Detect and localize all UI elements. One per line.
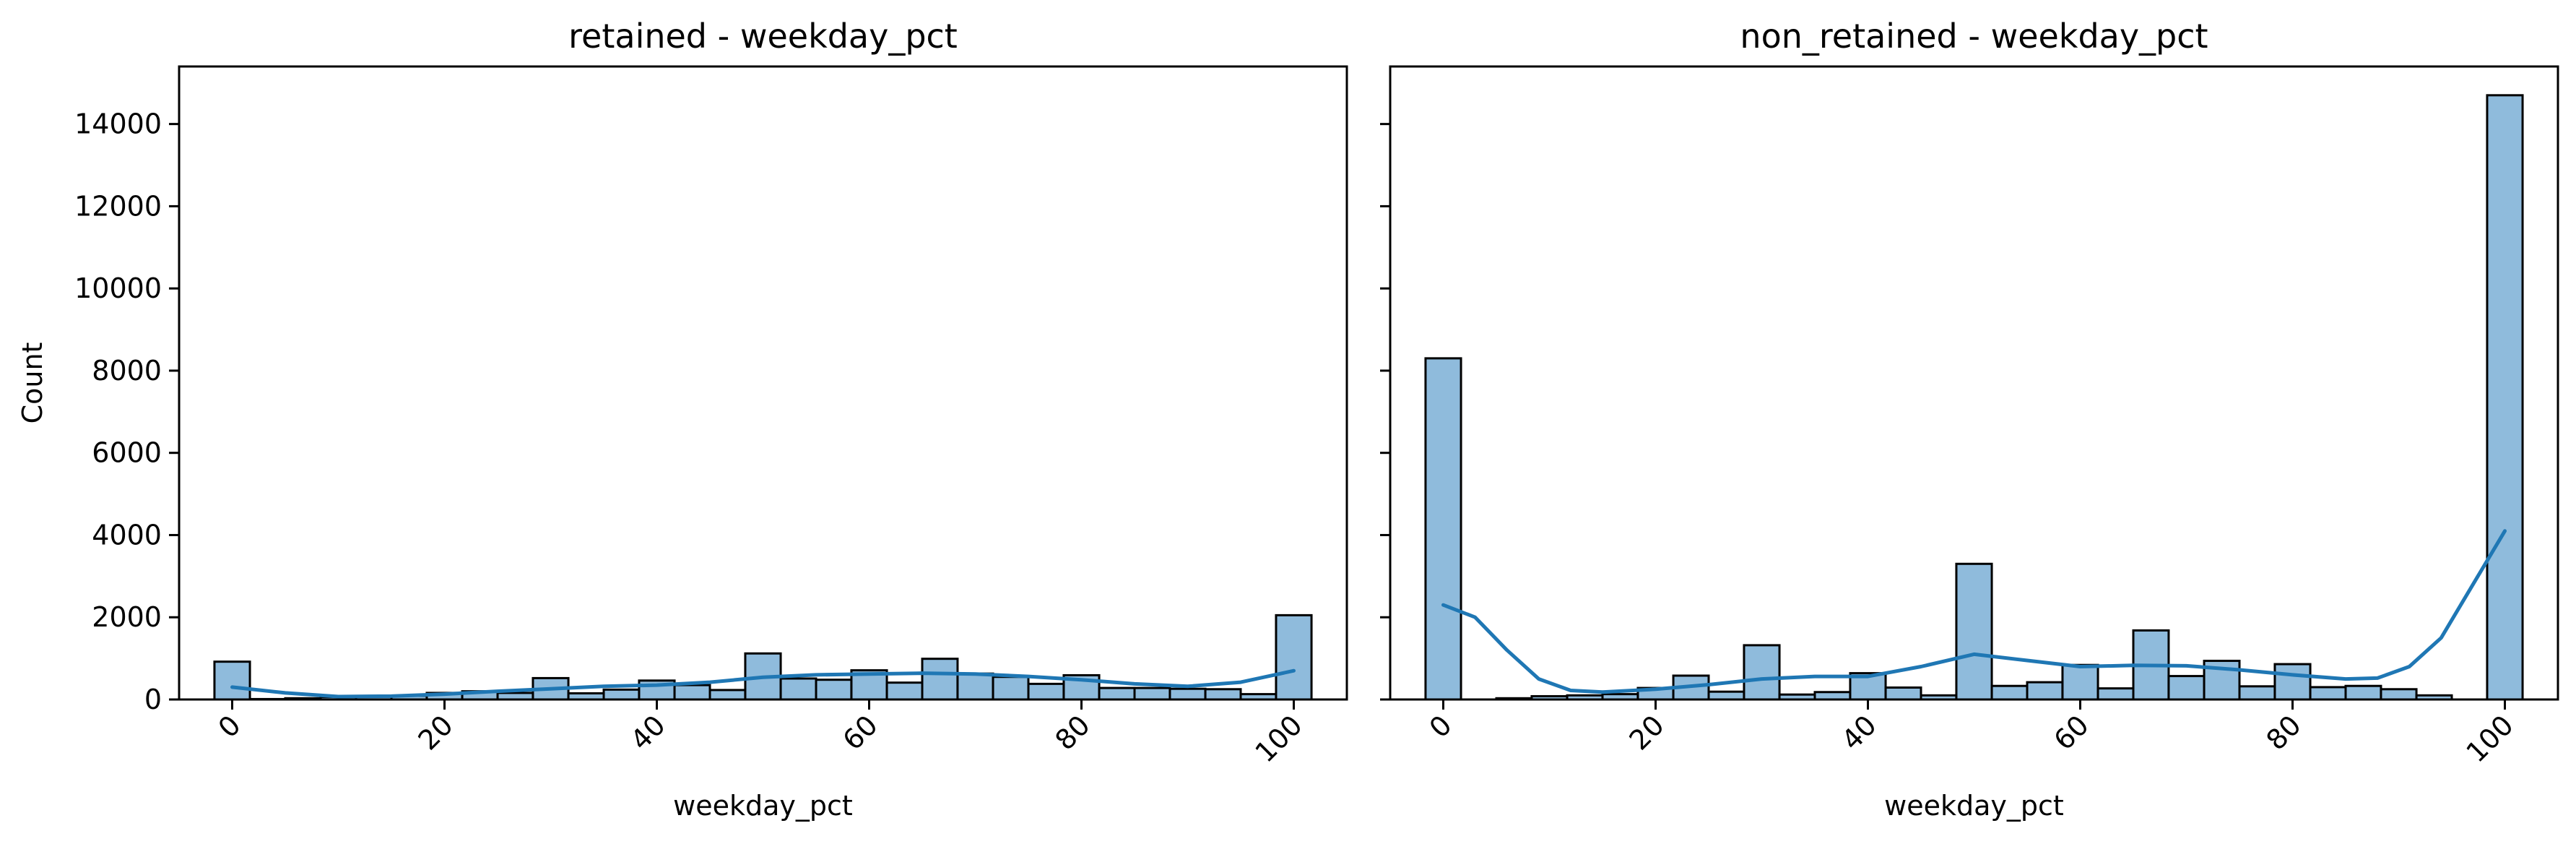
y-tick-label: 12000 — [74, 190, 162, 222]
histogram-bar — [2344, 684, 2382, 701]
histogram-bar — [779, 677, 818, 701]
histogram-bar — [2273, 663, 2312, 701]
y-tick-label: 6000 — [92, 437, 162, 469]
chart-title: retained - weekday_pct — [568, 17, 958, 56]
histogram-bar — [1813, 691, 1852, 701]
histogram-bar — [2238, 685, 2276, 701]
y-tick-label: 14000 — [74, 108, 162, 140]
y-tick-label: 10000 — [74, 272, 162, 304]
kde-line — [230, 668, 1296, 699]
histogram-bar — [1098, 686, 1136, 701]
histogram-bar — [1707, 690, 1745, 701]
histogram-bar — [2309, 686, 2347, 701]
x-tick-label: 20 — [412, 709, 459, 756]
y-tick-label: 0 — [144, 684, 162, 715]
histogram-bar — [1743, 644, 1781, 701]
histogram-bar — [2026, 681, 2064, 701]
x-tick-label: 20 — [1623, 709, 1670, 756]
histogram-bar — [1424, 357, 1462, 701]
histogram-bar — [885, 681, 924, 701]
histogram-bar — [673, 684, 711, 701]
x-tick-label: 0 — [212, 709, 247, 744]
axes-frame — [178, 65, 1348, 701]
histogram-bar — [1204, 688, 1242, 701]
histogram-bar — [956, 672, 994, 701]
x-tick-label: 40 — [625, 709, 672, 756]
x-tick-label: 80 — [1049, 709, 1096, 756]
histogram-bar — [2380, 688, 2418, 701]
histogram-bar — [708, 689, 747, 701]
kde-line — [1441, 529, 2507, 694]
x-tick-label: 100 — [2460, 709, 2519, 768]
y-axis-label: Count — [17, 343, 48, 424]
axes-frame — [1389, 65, 2559, 701]
histogram-bar — [921, 658, 959, 701]
x-tick-label: 100 — [1249, 709, 1308, 768]
histogram-bar — [1275, 613, 1313, 701]
histogram-bar — [2061, 663, 2099, 701]
histogram-bar — [2167, 675, 2206, 701]
x-tick-label: 40 — [1836, 709, 1883, 756]
histogram-bar — [1955, 562, 1993, 701]
x-axis-label: weekday_pct — [673, 790, 853, 822]
chart-title: non_retained - weekday_pct — [1740, 17, 2208, 56]
histogram-bar — [992, 676, 1030, 701]
histogram-bar — [2486, 94, 2524, 701]
histogram-bar — [1884, 686, 1922, 701]
histogram-bar — [1133, 686, 1171, 701]
panel-non-retained: non_retained - weekday_pct weekday_pct 0… — [1380, 17, 2559, 822]
x-axis-label: weekday_pct — [1884, 790, 2064, 822]
x-tick-label: 60 — [837, 709, 884, 756]
panel-retained: retained - weekday_pct weekday_pct Count… — [17, 17, 1348, 822]
histogram-bar — [1990, 684, 2029, 701]
histogram-bar — [815, 679, 853, 701]
histogram-bar — [213, 660, 251, 701]
y-tick-label: 4000 — [92, 519, 162, 551]
y-tick-label: 2000 — [92, 601, 162, 633]
histogram-bar — [602, 688, 641, 701]
x-tick-label: 60 — [2048, 709, 2095, 756]
y-tick-label: 8000 — [92, 355, 162, 387]
histogram-bar — [2096, 687, 2135, 701]
histogram-bar — [1168, 687, 1207, 701]
x-tick-label: 80 — [2260, 709, 2307, 756]
histogram-bar — [1027, 682, 1065, 701]
x-tick-label: 0 — [1423, 709, 1458, 744]
